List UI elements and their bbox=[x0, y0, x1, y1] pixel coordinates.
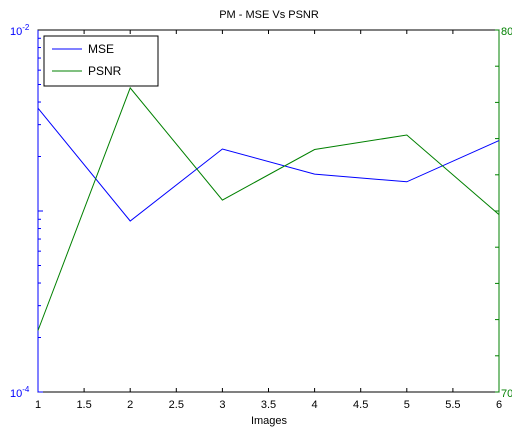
y-right-top-tick-label: 80 bbox=[501, 26, 512, 38]
y-left-top-tick-label: 10-2 bbox=[10, 23, 30, 38]
legend-label-mse: MSE bbox=[88, 42, 114, 56]
x-tick-label: 5.5 bbox=[445, 399, 460, 411]
legend-box bbox=[43, 35, 159, 87]
series-lines bbox=[37, 86, 500, 331]
x-tick-label: 4.5 bbox=[353, 399, 368, 411]
y-right-bottom-tick-label: 70 bbox=[501, 388, 512, 400]
axis-ticks: 1 1.5 2 2.5 3 3.5 4 4.5 5 5.5 6 bbox=[35, 29, 502, 411]
plot-area bbox=[37, 29, 500, 393]
x-tick-label: 2.5 bbox=[169, 399, 184, 411]
x-tick-label: 1 bbox=[35, 399, 41, 411]
x-axis-label: Images bbox=[251, 415, 288, 427]
legend-label-psnr: PSNR bbox=[88, 64, 122, 78]
x-tick-label: 4 bbox=[312, 399, 318, 411]
x-tick-label: 1.5 bbox=[76, 399, 91, 411]
x-tick-label: 2 bbox=[127, 399, 133, 411]
chart-title: PM - MSE Vs PSNR bbox=[219, 9, 319, 21]
y-left-bottom-tick-label: 10-4 bbox=[10, 385, 30, 400]
x-tick-label: 6 bbox=[496, 399, 502, 411]
series-line-mse bbox=[37, 107, 500, 222]
x-tick-label: 3.5 bbox=[261, 399, 276, 411]
x-tick-label: 3 bbox=[219, 399, 225, 411]
legend: MSE PSNR bbox=[43, 35, 159, 87]
x-tick-label: 5 bbox=[404, 399, 410, 411]
series-line-psnr bbox=[37, 86, 500, 331]
